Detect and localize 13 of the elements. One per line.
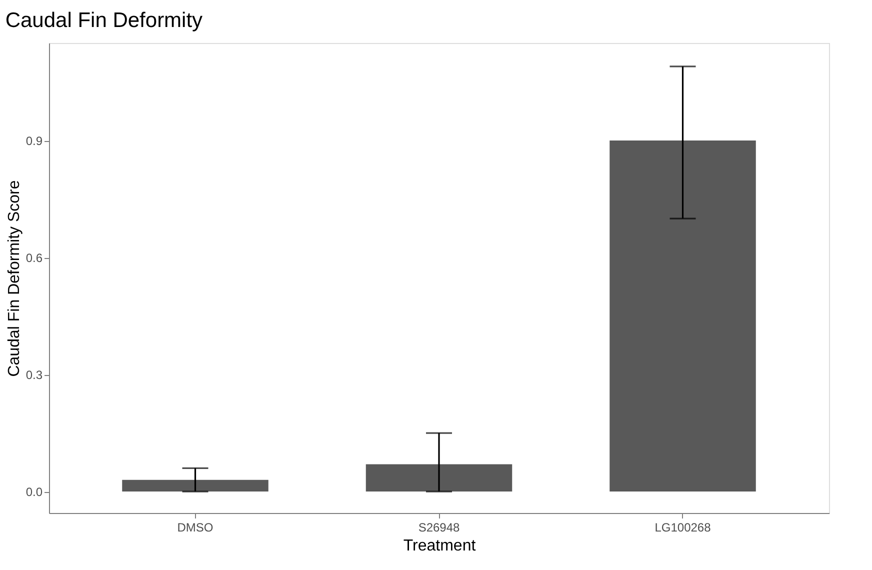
chart-title: Caudal Fin Deformity xyxy=(5,9,204,32)
y-tick-label: 0.9 xyxy=(26,134,43,148)
x-tick-label: S26948 xyxy=(418,520,460,534)
y-tick-label: 0.3 xyxy=(26,368,43,382)
y-tick-label: 0.6 xyxy=(26,251,43,266)
x-axis-title: Treatment xyxy=(403,538,476,554)
y-tick-label: 0.0 xyxy=(26,485,43,500)
bar xyxy=(610,140,756,492)
x-tick-label: LG100268 xyxy=(654,520,712,534)
bar xyxy=(122,480,268,492)
x-tick-label: DMSO xyxy=(177,520,214,534)
y-axis-title: Caudal Fin Deformity Score xyxy=(6,180,23,377)
bar xyxy=(366,464,512,492)
